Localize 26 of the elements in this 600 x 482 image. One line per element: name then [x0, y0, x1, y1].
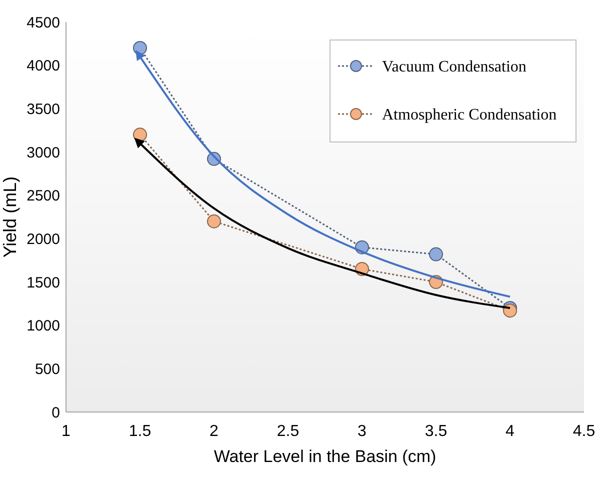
x-tick-label: 4	[506, 423, 515, 440]
y-tick-label: 1000	[26, 318, 60, 335]
point	[133, 128, 147, 142]
y-tick-label: 3500	[26, 100, 60, 118]
x-tick-label: 3.5	[424, 423, 448, 440]
y-tick-label: 500	[34, 360, 60, 378]
y-tick-label: 4000	[26, 58, 60, 75]
legend-label: Vacuum Condensation	[382, 58, 526, 76]
x-axis-title: Water Level in the Basin (cm)	[214, 447, 436, 466]
y-tick-label: 4500	[26, 14, 60, 32]
y-tick-label: 0	[52, 404, 60, 422]
y-tick-label: 1500	[26, 274, 60, 292]
point	[207, 214, 221, 228]
x-tick-label: 1	[62, 423, 71, 440]
legend-label: Atmospheric Condensation	[382, 106, 557, 124]
y-tick-label: 2500	[26, 188, 60, 205]
x-tick-label: 4.5	[572, 423, 596, 440]
x-tick-label: 1.5	[128, 423, 152, 440]
y-tick-label: 2000	[26, 230, 60, 248]
x-tick-label: 2.5	[276, 423, 300, 440]
point	[503, 304, 517, 318]
x-tick-label: 2	[210, 423, 219, 440]
y-tick-label: 3000	[26, 144, 60, 162]
point	[429, 247, 443, 262]
y-axis-title: Yield (mL)	[0, 176, 20, 258]
x-tick-label: 3	[358, 423, 367, 440]
